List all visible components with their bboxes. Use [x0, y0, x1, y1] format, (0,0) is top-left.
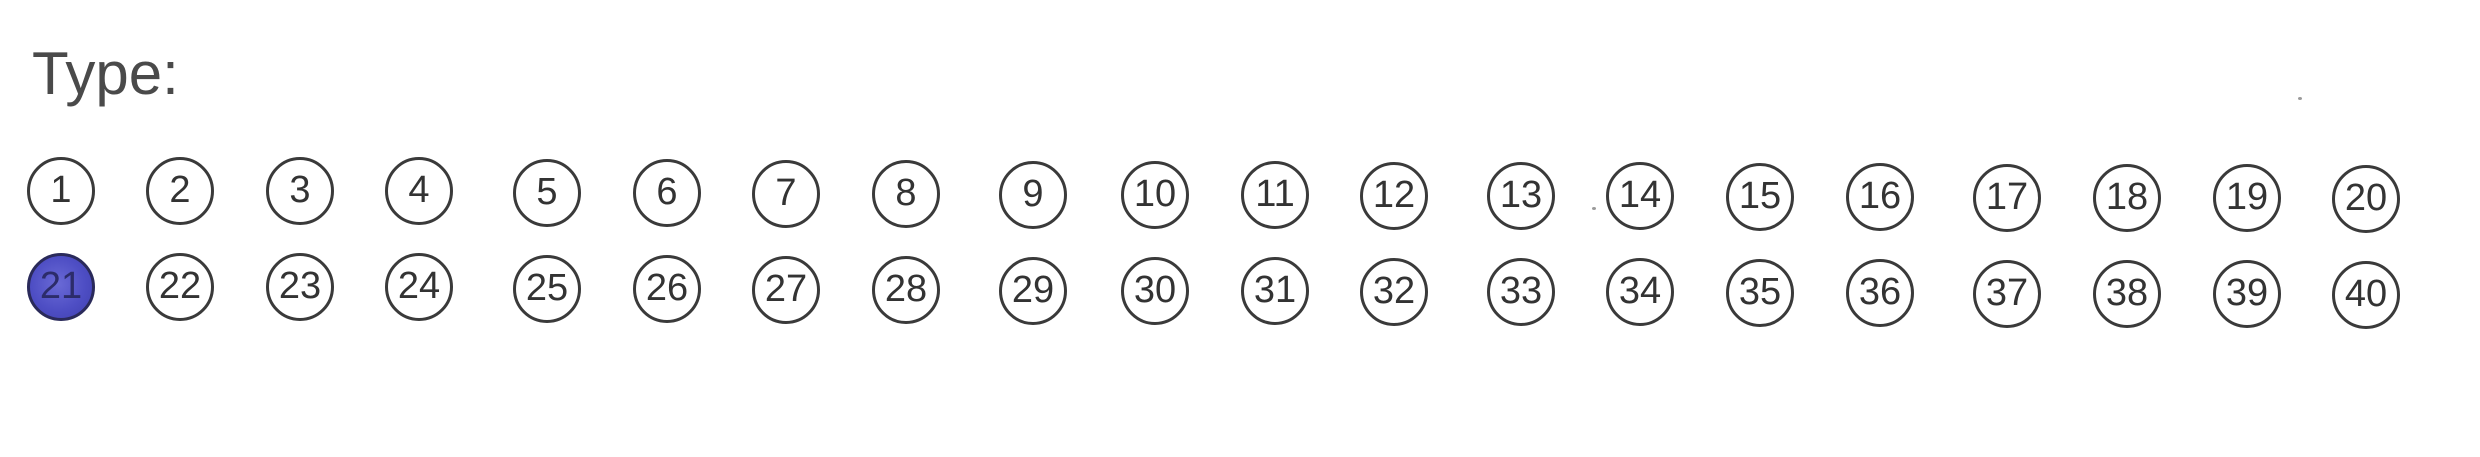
answer-bubble-29[interactable]: 29: [999, 257, 1067, 325]
answer-bubble-36[interactable]: 36: [1846, 259, 1914, 327]
answer-bubble-18[interactable]: 18: [2093, 164, 2161, 232]
answer-bubble-16[interactable]: 16: [1846, 163, 1914, 231]
answer-bubble-8[interactable]: 8: [872, 160, 940, 228]
type-label: Type:: [32, 40, 179, 107]
answer-bubble-9[interactable]: 9: [999, 161, 1067, 229]
answer-bubble-13[interactable]: 13: [1487, 162, 1555, 230]
scan-speck: [2298, 97, 2302, 100]
answer-bubble-21[interactable]: 21: [27, 253, 95, 321]
answer-bubble-28[interactable]: 28: [872, 256, 940, 324]
answer-bubble-33[interactable]: 33: [1487, 258, 1555, 326]
answer-bubble-3[interactable]: 3: [266, 157, 334, 225]
answer-bubble-32[interactable]: 32: [1360, 258, 1428, 326]
answer-bubble-1[interactable]: 1: [27, 157, 95, 225]
answer-bubble-31[interactable]: 31: [1241, 257, 1309, 325]
answer-bubble-11[interactable]: 11: [1241, 161, 1309, 229]
answer-bubble-30[interactable]: 30: [1121, 257, 1189, 325]
answer-bubble-5[interactable]: 5: [513, 159, 581, 227]
answer-bubble-14[interactable]: 14: [1606, 162, 1674, 230]
answer-bubble-19[interactable]: 19: [2213, 164, 2281, 232]
answer-bubble-34[interactable]: 34: [1606, 258, 1674, 326]
answer-bubble-20[interactable]: 20: [2332, 165, 2400, 233]
answer-bubble-40[interactable]: 40: [2332, 261, 2400, 329]
answer-bubble-22[interactable]: 22: [146, 253, 214, 321]
bubble-row-2: 21 22 23 24 25 26 27 28 29 30 31 32 33 34 35 36 37 38 39 40: [0, 253, 2480, 333]
answer-bubble-35[interactable]: 35: [1726, 259, 1794, 327]
answer-bubble-7[interactable]: 7: [752, 160, 820, 228]
answer-bubble-10[interactable]: 10: [1121, 161, 1189, 229]
answer-bubble-2[interactable]: 2: [146, 157, 214, 225]
answer-bubble-17[interactable]: 17: [1973, 164, 2041, 232]
answer-bubble-23[interactable]: 23: [266, 253, 334, 321]
answer-bubble-37[interactable]: 37: [1973, 260, 2041, 328]
answer-bubble-15[interactable]: 15: [1726, 163, 1794, 231]
scan-speck: [1592, 207, 1596, 210]
answer-bubble-6[interactable]: 6: [633, 159, 701, 227]
answer-bubble-25[interactable]: 25: [513, 255, 581, 323]
answer-bubble-39[interactable]: 39: [2213, 260, 2281, 328]
answer-bubble-27[interactable]: 27: [752, 256, 820, 324]
answer-bubble-12[interactable]: 12: [1360, 162, 1428, 230]
bubble-row-1: 1 2 3 4 5 6 7 8 9 10 11 12 13 14 15 16 17 18 19 20: [0, 157, 2480, 237]
answer-bubble-4[interactable]: 4: [385, 157, 453, 225]
answer-bubble-26[interactable]: 26: [633, 255, 701, 323]
answer-bubble-38[interactable]: 38: [2093, 260, 2161, 328]
answer-bubble-24[interactable]: 24: [385, 253, 453, 321]
